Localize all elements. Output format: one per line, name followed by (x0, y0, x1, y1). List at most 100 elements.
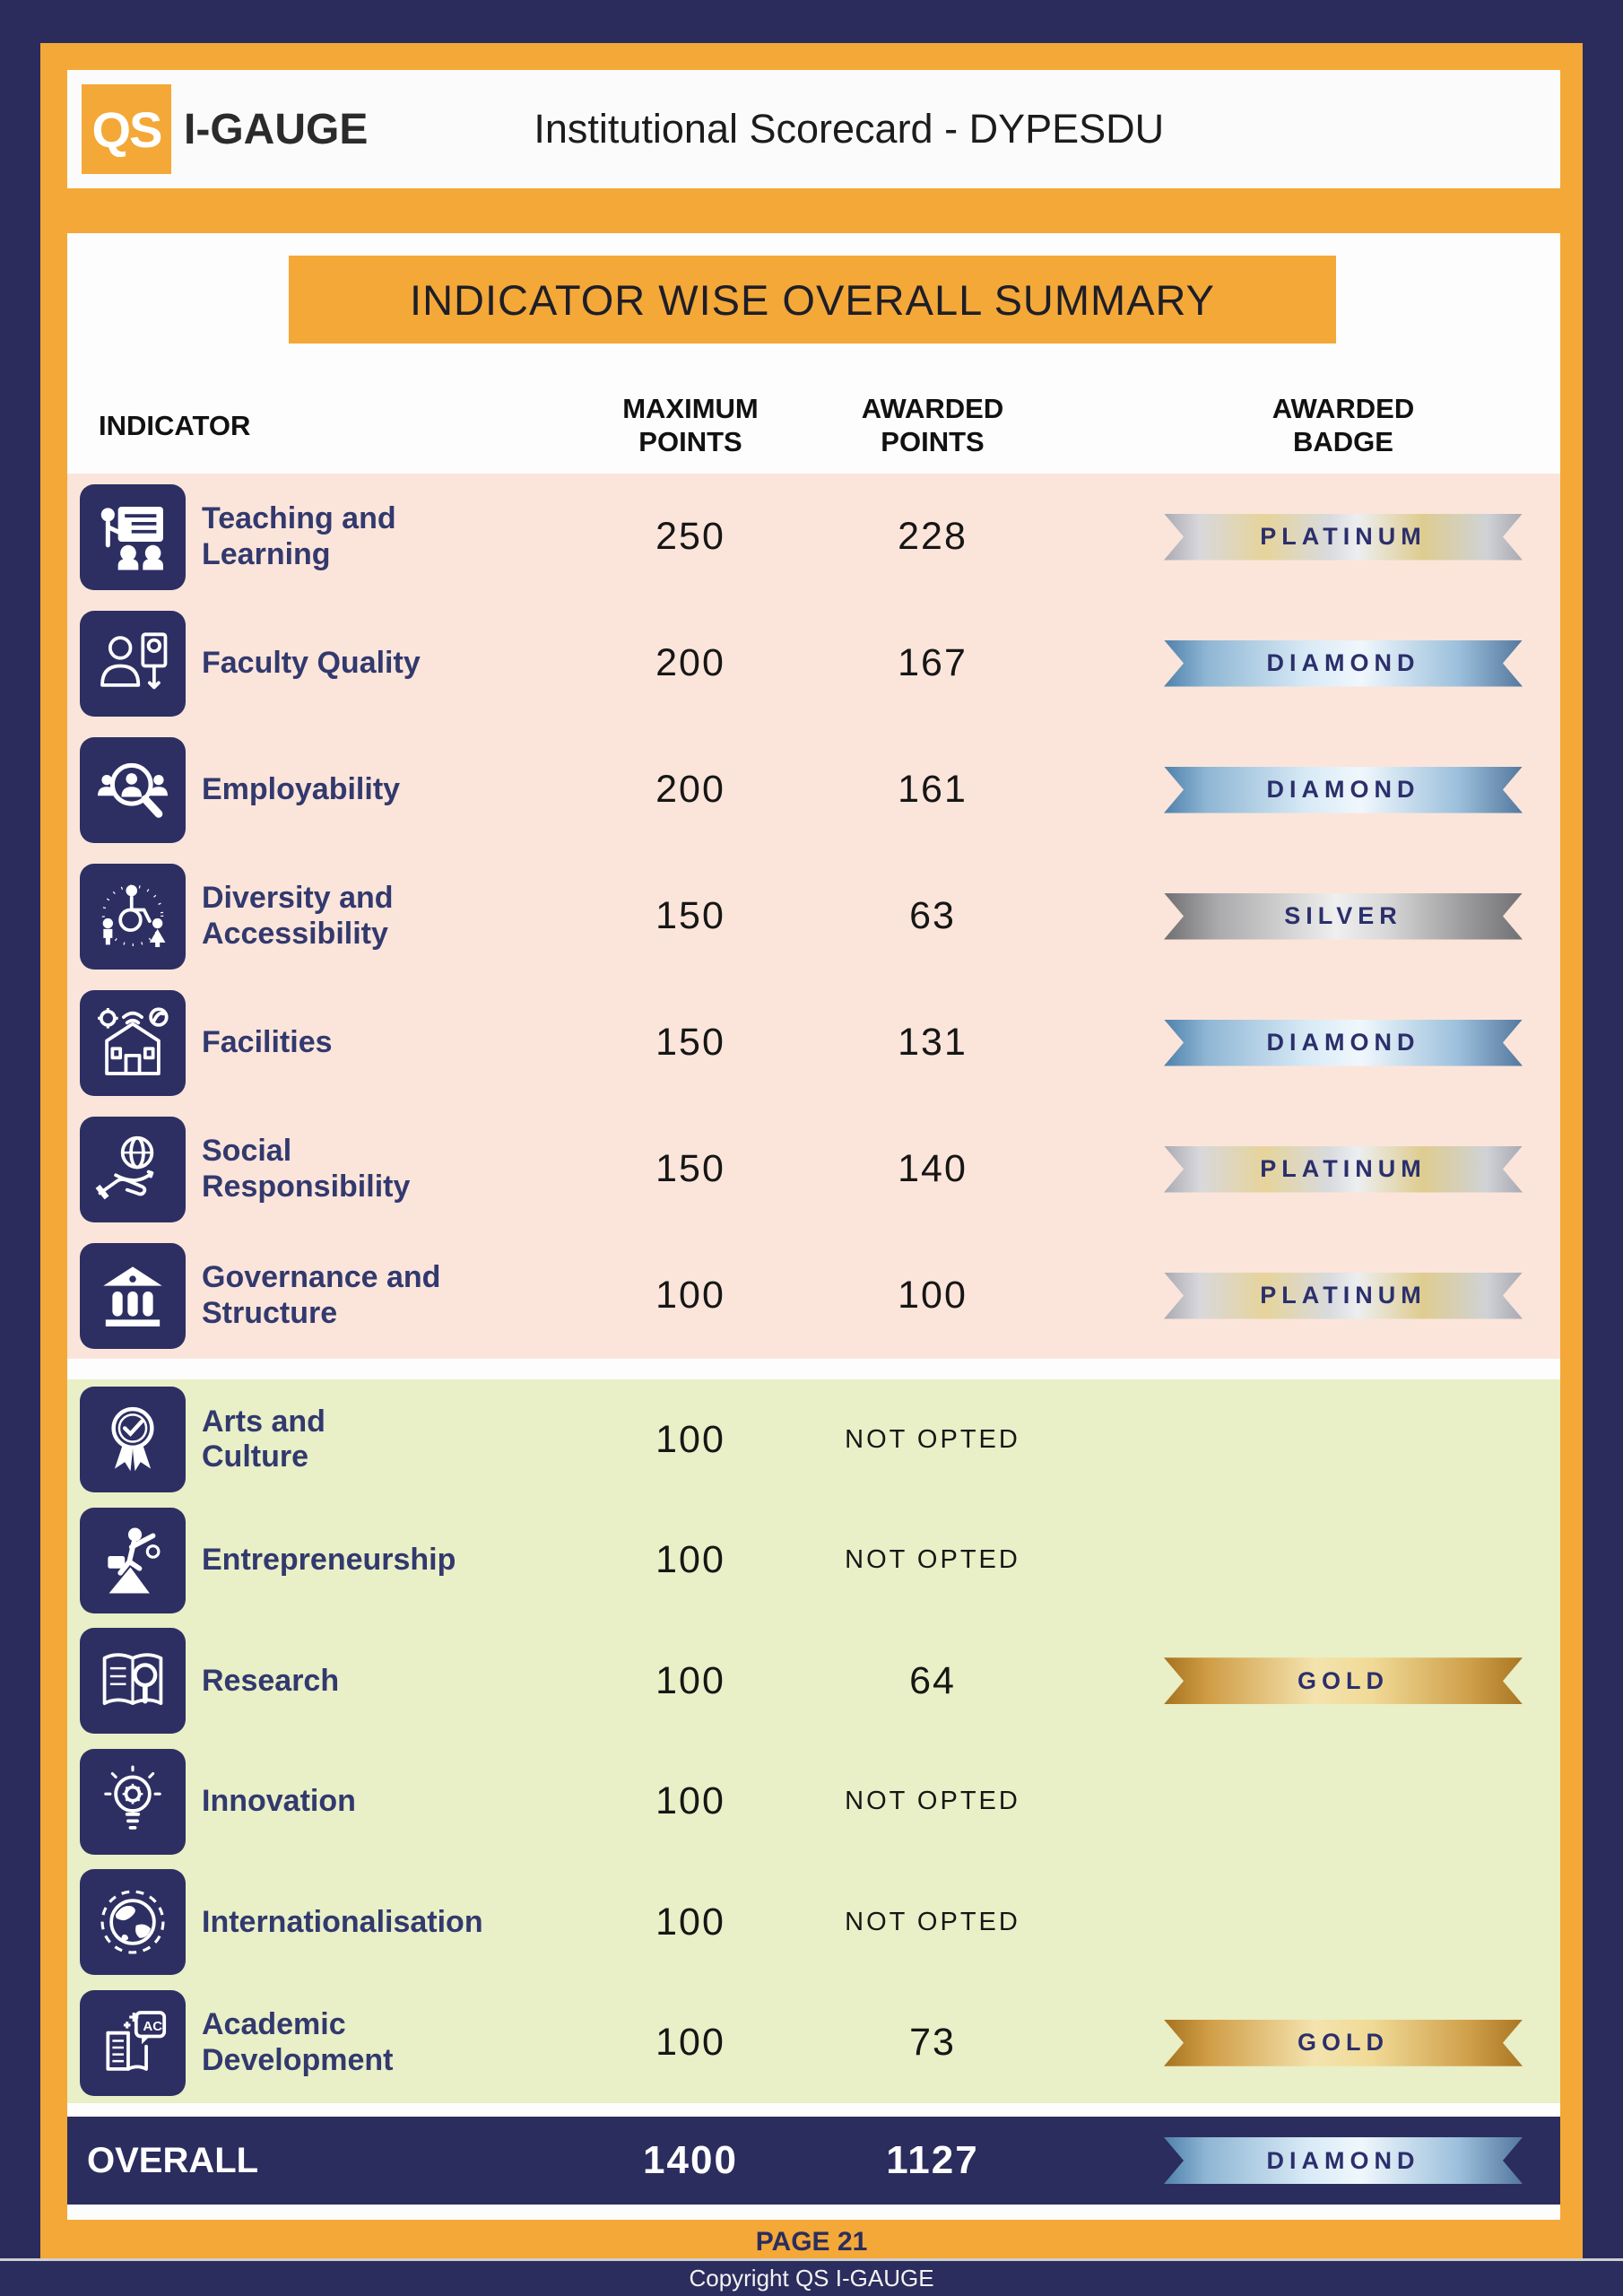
indicator-label: Governance and Structure (202, 1260, 441, 1330)
summary-banner: INDICATOR WISE OVERALL SUMMARY (289, 256, 1336, 344)
copyright-text: Copyright QS I-GAUGE (689, 2265, 934, 2292)
badge-zone: GOLD (1081, 1657, 1560, 1704)
table-row: Innovation 100 NOT OPTED (67, 1742, 1560, 1863)
qs-logo-icon: QS (82, 84, 171, 174)
entrepreneurship-icon (80, 1507, 186, 1613)
academic-development-icon: AC (80, 1989, 186, 2096)
overall-label: OVERALL (87, 2140, 259, 2180)
social-responsibility-icon (80, 1116, 186, 1222)
badge-zone: PLATINUM (1081, 514, 1560, 561)
table-row: Employability 200 161 DIAMOND (67, 726, 1560, 853)
column-header-awarded-points: AWARDED POINTS (861, 393, 1004, 457)
column-header-awarded-badge: AWARDED BADGE (1271, 393, 1415, 457)
overall-badge-zone: DIAMOND (1081, 2137, 1560, 2184)
qs-logo-text: QS (91, 100, 163, 158)
header-bar: QS I-GAUGE Institutional Scorecard - DYP… (67, 70, 1560, 188)
section-opted: Teaching and Learning 250 228 PLATINUM Facul… (67, 474, 1560, 1359)
badge-zone: GOLD (1081, 2020, 1560, 2066)
awarded-points-value: 228 (898, 515, 968, 558)
overall-badge-diamond: DIAMOND (1164, 2137, 1523, 2184)
indicator-label: Social Responsibility (202, 1134, 411, 1204)
indicator-label: Diversity and Accessibility (202, 881, 394, 951)
overall-max-points: 1400 (643, 2138, 738, 2182)
awarded-points-value: 167 (898, 641, 968, 684)
max-points-value: 100 (655, 2021, 725, 2065)
badge-diamond: DIAMOND (1164, 1020, 1523, 1066)
max-points-value: 100 (655, 1417, 725, 1461)
max-points-value: 150 (655, 894, 725, 937)
badge-zone: PLATINUM (1081, 1273, 1560, 1319)
diversity-accessibility-icon (80, 863, 186, 970)
employability-icon (80, 736, 186, 843)
badge-zone: DIAMOND (1081, 1020, 1560, 1066)
table-row: Teaching and Learning 250 228 PLATINUM (67, 474, 1560, 600)
awarded-points-value: NOT OPTED (845, 1907, 1020, 1936)
max-points-value: 100 (655, 1538, 725, 1582)
teaching-learning-icon (80, 483, 186, 590)
awarded-points-value: 63 (909, 894, 956, 937)
indicator-label: Employability (202, 771, 401, 806)
indicator-label: Entrepreneurship (202, 1543, 456, 1578)
badge-platinum: PLATINUM (1164, 1273, 1523, 1319)
column-header-indicator: INDICATOR (99, 409, 251, 441)
internationalisation-icon (80, 1869, 186, 1976)
awarded-points-value: NOT OPTED (845, 1787, 1020, 1816)
max-points-value: 100 (655, 1779, 725, 1823)
page-title: Institutional Scorecard - DYPESDU (534, 106, 1165, 152)
table-row: Research 100 64 GOLD (67, 1621, 1560, 1742)
table-header-row: INDICATOR MAXIMUM POINTS AWARDED POINTS … (67, 381, 1560, 471)
badge-gold: GOLD (1164, 2020, 1523, 2066)
awarded-points-value: 100 (898, 1274, 968, 1317)
summary-banner-title: INDICATOR WISE OVERALL SUMMARY (410, 275, 1215, 324)
page-number: PAGE 21 (755, 2227, 868, 2257)
research-icon (80, 1628, 186, 1735)
table-row: Facilities 150 131 DIAMOND (67, 979, 1560, 1106)
max-points-value: 100 (655, 1274, 725, 1317)
max-points-value: 100 (655, 1658, 725, 1702)
max-points-value: 250 (655, 515, 725, 558)
badge-platinum: PLATINUM (1164, 514, 1523, 561)
table-row: Faculty Quality 200 167 DIAMOND (67, 600, 1560, 726)
indicator-label: Teaching and Learning (202, 501, 396, 571)
indicator-label: Faculty Quality (202, 645, 421, 680)
summary-card: INDICATOR WISE OVERALL SUMMARY INDICATOR… (67, 233, 1560, 2220)
awarded-points-value: 161 (898, 768, 968, 811)
arts-culture-icon (80, 1387, 186, 1493)
facilities-icon (80, 989, 186, 1096)
awarded-points-value: 64 (909, 1658, 956, 1702)
awarded-points-value: NOT OPTED (845, 1545, 1020, 1575)
innovation-icon (80, 1748, 186, 1855)
brand-name: I-GAUGE (184, 105, 369, 153)
badge-zone: DIAMOND (1081, 640, 1560, 687)
column-header-max-points: MAXIMUM POINTS (622, 393, 759, 457)
max-points-value: 150 (655, 1147, 725, 1190)
faculty-quality-icon (80, 610, 186, 717)
indicator-label: Facilities (202, 1024, 333, 1059)
max-points-value: 150 (655, 1021, 725, 1064)
max-points-value: 200 (655, 768, 725, 811)
badge-silver: SILVER (1164, 893, 1523, 940)
indicator-label: Academic Development (202, 2007, 394, 2077)
max-points-value: 200 (655, 641, 725, 684)
table-row: Entrepreneurship 100 NOT OPTED (67, 1500, 1560, 1622)
svg-text:AC: AC (143, 2019, 162, 2034)
max-points-value: 100 (655, 1900, 725, 1944)
awarded-points-value: NOT OPTED (845, 1424, 1020, 1454)
overall-row: OVERALL 1400 1127 DIAMOND (67, 2117, 1560, 2205)
badge-diamond: DIAMOND (1164, 640, 1523, 687)
awarded-points-value: 131 (898, 1021, 968, 1064)
footer-bar: Copyright QS I-GAUGE (0, 2258, 1623, 2296)
badge-zone: DIAMOND (1081, 767, 1560, 813)
awarded-points-value: 73 (909, 2021, 956, 2065)
table-row: Diversity and Accessibility 150 63 SILVER (67, 853, 1560, 979)
indicator-label: Arts and Culture (202, 1404, 325, 1474)
indicator-label: Internationalisation (202, 1904, 483, 1939)
section-optional: Arts and Culture 100 NOT OPTED Entrepreneur… (67, 1379, 1560, 2103)
badge-zone: SILVER (1081, 893, 1560, 940)
indicator-label: Innovation (202, 1784, 356, 1819)
table-row: Social Responsibility 150 140 PLATINUM (67, 1106, 1560, 1232)
table-row: Internationalisation 100 NOT OPTED (67, 1862, 1560, 1983)
governance-structure-icon (80, 1242, 186, 1349)
qs-igauge-logo: QS I-GAUGE (82, 84, 368, 174)
badge-diamond: DIAMOND (1164, 767, 1523, 813)
